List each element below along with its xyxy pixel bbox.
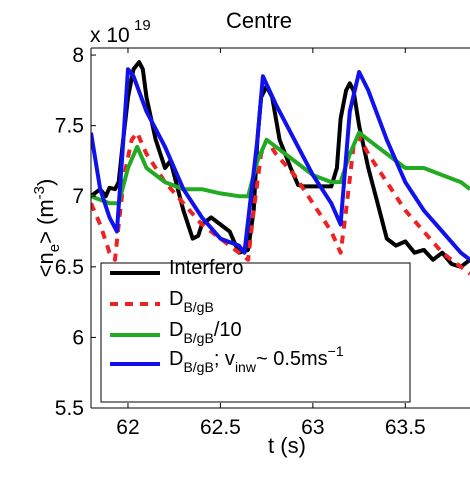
x-axis-label: t (s)	[268, 433, 306, 458]
y-axis-label-subscript: e	[46, 244, 63, 252]
x-tick-label: 63	[301, 416, 324, 439]
y-multiplier-exponent: 19	[134, 17, 151, 34]
y-tick-label: 5.5	[55, 397, 84, 420]
legend-label-4: DB/gB; vinw~ 0.5ms−1	[169, 343, 344, 375]
y-axis-label: <ne> (m-3)	[31, 179, 63, 278]
x-axis-ticks: 62 62.5 63 63.5	[116, 48, 426, 439]
x-tick-label: 63.5	[385, 416, 426, 439]
legend-label-2: DB/gB	[169, 288, 214, 315]
y-tick-label: 7	[72, 185, 84, 208]
y-axis-label-end: )	[33, 179, 58, 186]
legend-box	[100, 262, 411, 403]
y-axis-label-rest: > (m	[33, 199, 58, 244]
y-axis-label-main: <n	[33, 252, 58, 277]
y-multiplier-base: x 10	[90, 24, 130, 47]
y-multiplier: x 10 19	[90, 17, 151, 47]
legend-label-3: DB/gB/10	[169, 319, 242, 346]
y-tick-label: 7.5	[55, 115, 84, 138]
x-tick-label: 62	[116, 416, 139, 439]
y-axis-label-superscript: -3	[31, 186, 48, 199]
x-tick-label: 62.5	[200, 416, 241, 439]
y-axis-ticks: 5.5 6 6.5 7 7.5 8	[55, 44, 96, 420]
chart-title: Centre	[226, 8, 292, 33]
y-tick-label: 6.5	[55, 256, 84, 279]
series-layer	[91, 60, 470, 276]
y-tick-label: 6	[72, 326, 84, 349]
series-line-4	[91, 67, 470, 262]
legend-label-1: Interfero	[169, 257, 243, 279]
plot-axes	[90, 47, 470, 409]
y-tick-label: 8	[72, 44, 84, 67]
series-line-1	[91, 60, 470, 269]
